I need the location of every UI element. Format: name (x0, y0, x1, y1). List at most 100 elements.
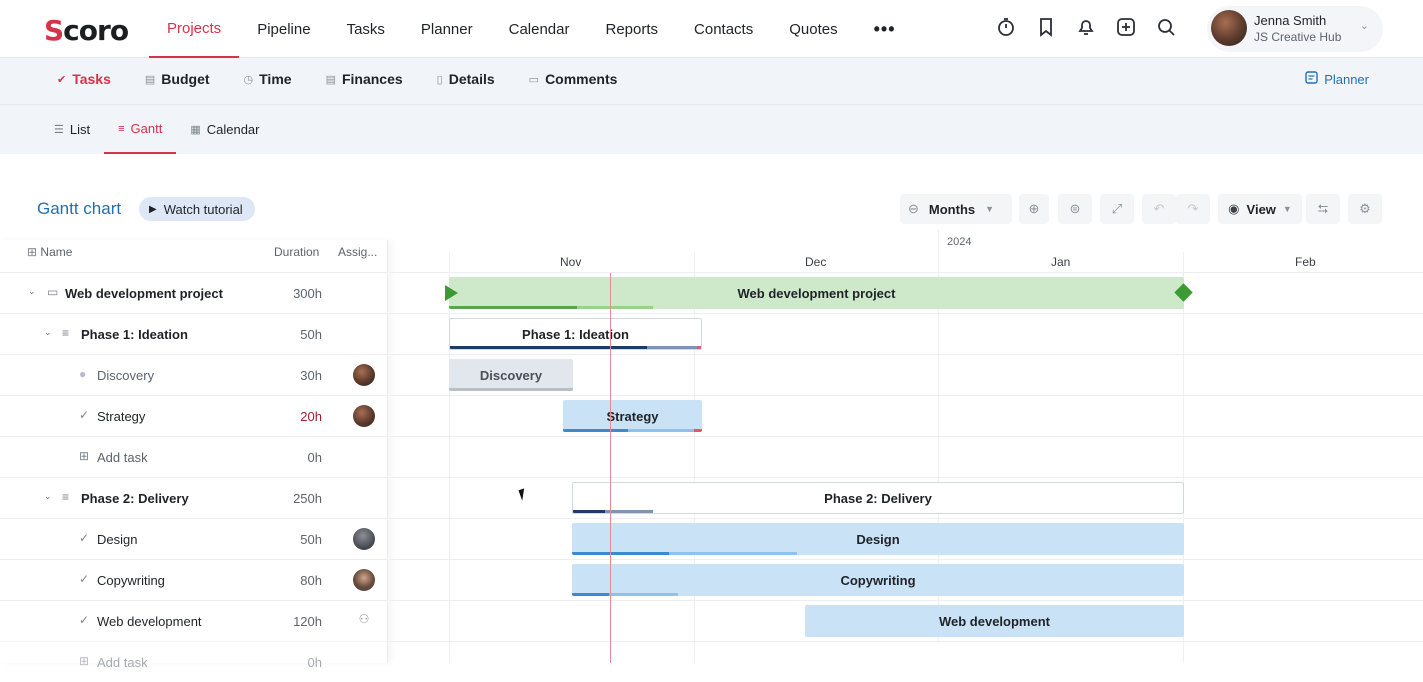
table-row[interactable]: ⊞ Add task 0h (0, 641, 388, 682)
zoom-fit-button[interactable]: ⊜ (1058, 194, 1092, 224)
subnav-finances[interactable]: ▤ Finances (309, 58, 420, 100)
settings-button[interactable]: ⚙ (1348, 194, 1382, 224)
add-icon[interactable]: ⊞ (79, 449, 90, 463)
bar-label: Design (856, 531, 900, 547)
timer-icon[interactable] (995, 17, 1017, 39)
task-check-icon[interactable]: ✓ (79, 613, 90, 627)
subnav-time-label: Time (259, 71, 292, 87)
bookmark-icon[interactable] (1035, 17, 1057, 39)
gantt-bar-discovery[interactable]: Discovery (449, 359, 573, 391)
zoom-in-icon: ⊕ (1028, 201, 1040, 216)
watch-tutorial-button[interactable]: ▶ Watch tutorial (139, 197, 255, 221)
gantt-bar-web-development[interactable]: Web development (805, 605, 1184, 637)
budget-icon: ▤ (144, 73, 156, 86)
fullscreen-button[interactable]: ⤢ (1100, 194, 1134, 224)
task-check-icon[interactable]: ✓ (79, 531, 90, 545)
project-subnav-bar: ✔ Tasks ▤ Budget ◷ Time ▤ Finances ▯ Details … (0, 58, 1423, 105)
chevron-down-icon[interactable]: ▼ (985, 204, 995, 214)
chevron-down-icon[interactable]: ⌄ (28, 286, 36, 296)
overdue-indicator (697, 346, 701, 349)
chevron-down-icon[interactable]: ⌄ (44, 491, 52, 501)
subnav-time[interactable]: ◷ Time (227, 58, 309, 100)
table-row[interactable]: ✓ Design 50h (0, 518, 388, 559)
gantt-bar-phase-1[interactable]: Phase 1: Ideation (449, 318, 702, 350)
row-duration: 50h (300, 532, 322, 547)
view-menu-button[interactable]: ◉ View ▼ (1218, 194, 1302, 224)
gantt-bar-phase-2[interactable]: Phase 2: Delivery (572, 482, 1184, 514)
table-row[interactable]: ⊞ Add task 0h (0, 436, 388, 477)
table-row[interactable]: ● Discovery 30h (0, 354, 388, 395)
nav-pipeline[interactable]: Pipeline (257, 20, 311, 38)
nav-projects[interactable]: Projects (149, 0, 240, 58)
task-check-icon[interactable]: ✓ (79, 408, 90, 422)
search-icon[interactable] (1155, 17, 1177, 39)
subnav-budget[interactable]: ▤ Budget (128, 58, 227, 100)
row-divider (389, 477, 1423, 478)
view-menu-label: View (1246, 201, 1276, 217)
nav-calendar[interactable]: Calendar (508, 20, 570, 38)
undo-icon: ↶ (1153, 201, 1165, 216)
scale-select[interactable]: Months (928, 201, 976, 217)
bell-icon[interactable] (1075, 17, 1097, 39)
row-name: Web development (97, 614, 202, 629)
progress-bar (572, 552, 669, 555)
add-icon[interactable] (1115, 17, 1137, 39)
timeline-month: Dec (805, 255, 827, 269)
subnav-comments[interactable]: ▭ Comments (512, 58, 635, 100)
completed-check-icon[interactable]: ● (79, 367, 87, 381)
planner-link[interactable]: Planner (1305, 71, 1369, 87)
assignee-avatar[interactable] (353, 569, 375, 591)
table-row[interactable]: ⌄ ≡ Phase 1: Ideation 50h (0, 313, 388, 354)
row-divider (389, 559, 1423, 560)
table-row[interactable]: ✓ Strategy 20h (0, 395, 388, 436)
project-start-marker[interactable] (445, 285, 458, 301)
gantt-title: Gantt chart (37, 199, 122, 218)
chevron-down-icon[interactable]: ⌄ (44, 327, 52, 337)
nav-more-icon[interactable]: ••• (873, 18, 896, 39)
add-task-link[interactable]: Add task (97, 450, 148, 465)
assignee-column-header[interactable]: Assig... (338, 245, 378, 259)
redo-button[interactable]: ↷ (1176, 194, 1210, 224)
tab-gantt[interactable]: ≡ Gantt (104, 105, 177, 154)
add-icon[interactable]: ⊞ (27, 245, 38, 259)
assignee-avatar[interactable] (353, 405, 375, 427)
row-name: Discovery (97, 368, 155, 383)
tab-list[interactable]: ☰ List (40, 105, 104, 154)
assignee-avatar[interactable] (353, 528, 375, 550)
add-assignee-icon[interactable]: ⚇ (358, 612, 370, 626)
nav-contacts[interactable]: Contacts (694, 20, 754, 38)
zoom-in-button[interactable]: ⊕ (1019, 194, 1049, 224)
row-duration: 30h (300, 368, 322, 383)
gantt-bar-strategy[interactable]: Strategy (563, 400, 702, 432)
name-column-header[interactable]: ⊞ Name (27, 240, 87, 272)
share-button[interactable]: ⮀ (1306, 194, 1340, 224)
tab-calendar[interactable]: ▦ Calendar (176, 105, 273, 154)
planner-link-label: Planner (1324, 71, 1369, 87)
add-icon[interactable]: ⊞ (79, 654, 90, 668)
scoro-logo[interactable]: Scoro (44, 14, 129, 47)
gantt-bar-design[interactable]: Design (572, 523, 1184, 555)
nav-tasks[interactable]: Tasks (346, 20, 385, 38)
row-divider (389, 395, 1423, 396)
table-row[interactable]: ✓ Web development 120h ⚇ (0, 600, 388, 641)
progress-bar (573, 510, 605, 513)
assignee-avatar[interactable] (353, 364, 375, 386)
subnav-tasks[interactable]: ✔ Tasks (40, 58, 128, 100)
table-row[interactable]: ⌄ ≡ Phase 2: Delivery 250h (0, 477, 388, 518)
undo-button[interactable]: ↶ (1142, 194, 1176, 224)
gantt-bar-copywriting[interactable]: Copywriting (572, 564, 1184, 596)
nav-planner[interactable]: Planner (420, 20, 473, 38)
gantt-bar-project[interactable]: Web development project (449, 277, 1184, 309)
zoom-out-icon[interactable]: ⊖ (908, 201, 919, 216)
subnav-details[interactable]: ▯ Details (420, 58, 512, 100)
table-row[interactable]: ✓ Copywriting 80h (0, 559, 388, 600)
table-row[interactable]: ⌄ ▭ Web development project 300h (0, 272, 388, 313)
duration-column-header[interactable]: Duration (274, 245, 320, 259)
nav-quotes[interactable]: Quotes (789, 20, 838, 38)
row-divider (389, 354, 1423, 355)
user-menu[interactable]: Jenna Smith JS Creative Hub ⌄ (1207, 6, 1383, 52)
subnav-comments-label: Comments (545, 71, 618, 87)
task-check-icon[interactable]: ✓ (79, 572, 90, 586)
nav-reports[interactable]: Reports (605, 20, 659, 38)
row-name: Design (97, 532, 138, 547)
